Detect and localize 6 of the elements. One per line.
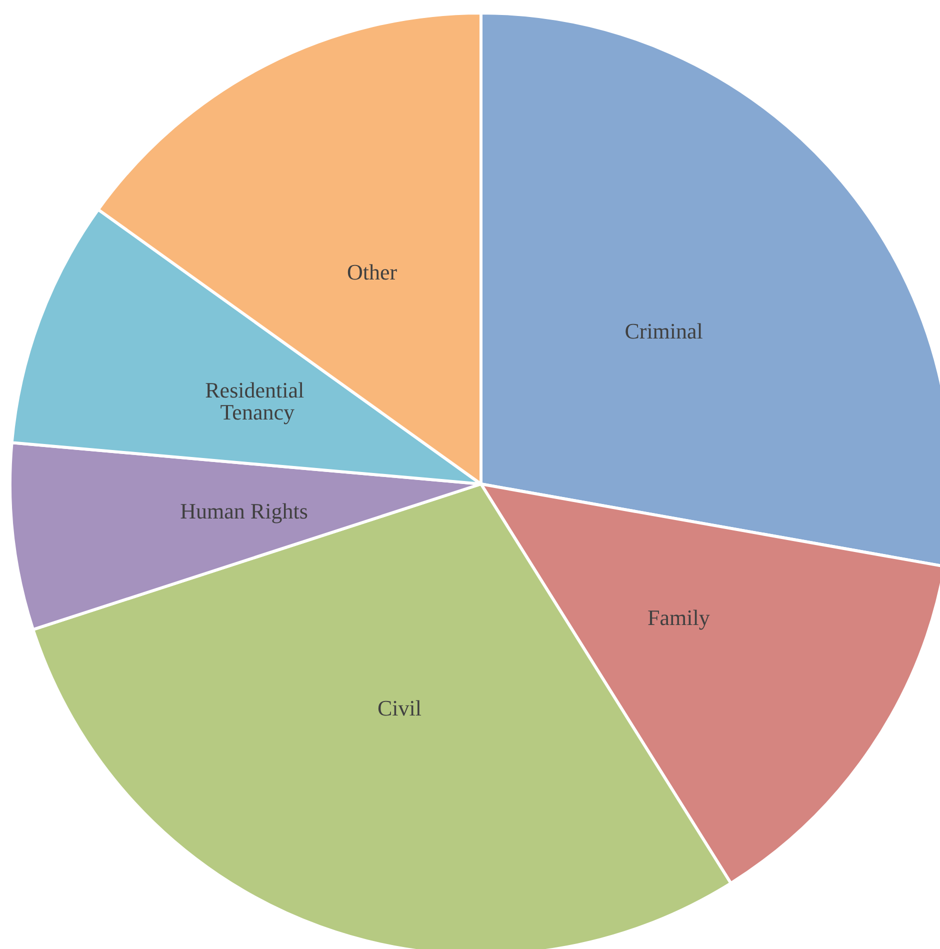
slice-label: Family xyxy=(648,604,710,630)
slice-label: Human Rights xyxy=(180,498,308,524)
slice-label: Residential Tenancy xyxy=(205,378,310,425)
slice-label: Other xyxy=(347,259,398,284)
slice-label: Civil xyxy=(378,696,422,721)
slice-label: Criminal xyxy=(624,318,703,344)
